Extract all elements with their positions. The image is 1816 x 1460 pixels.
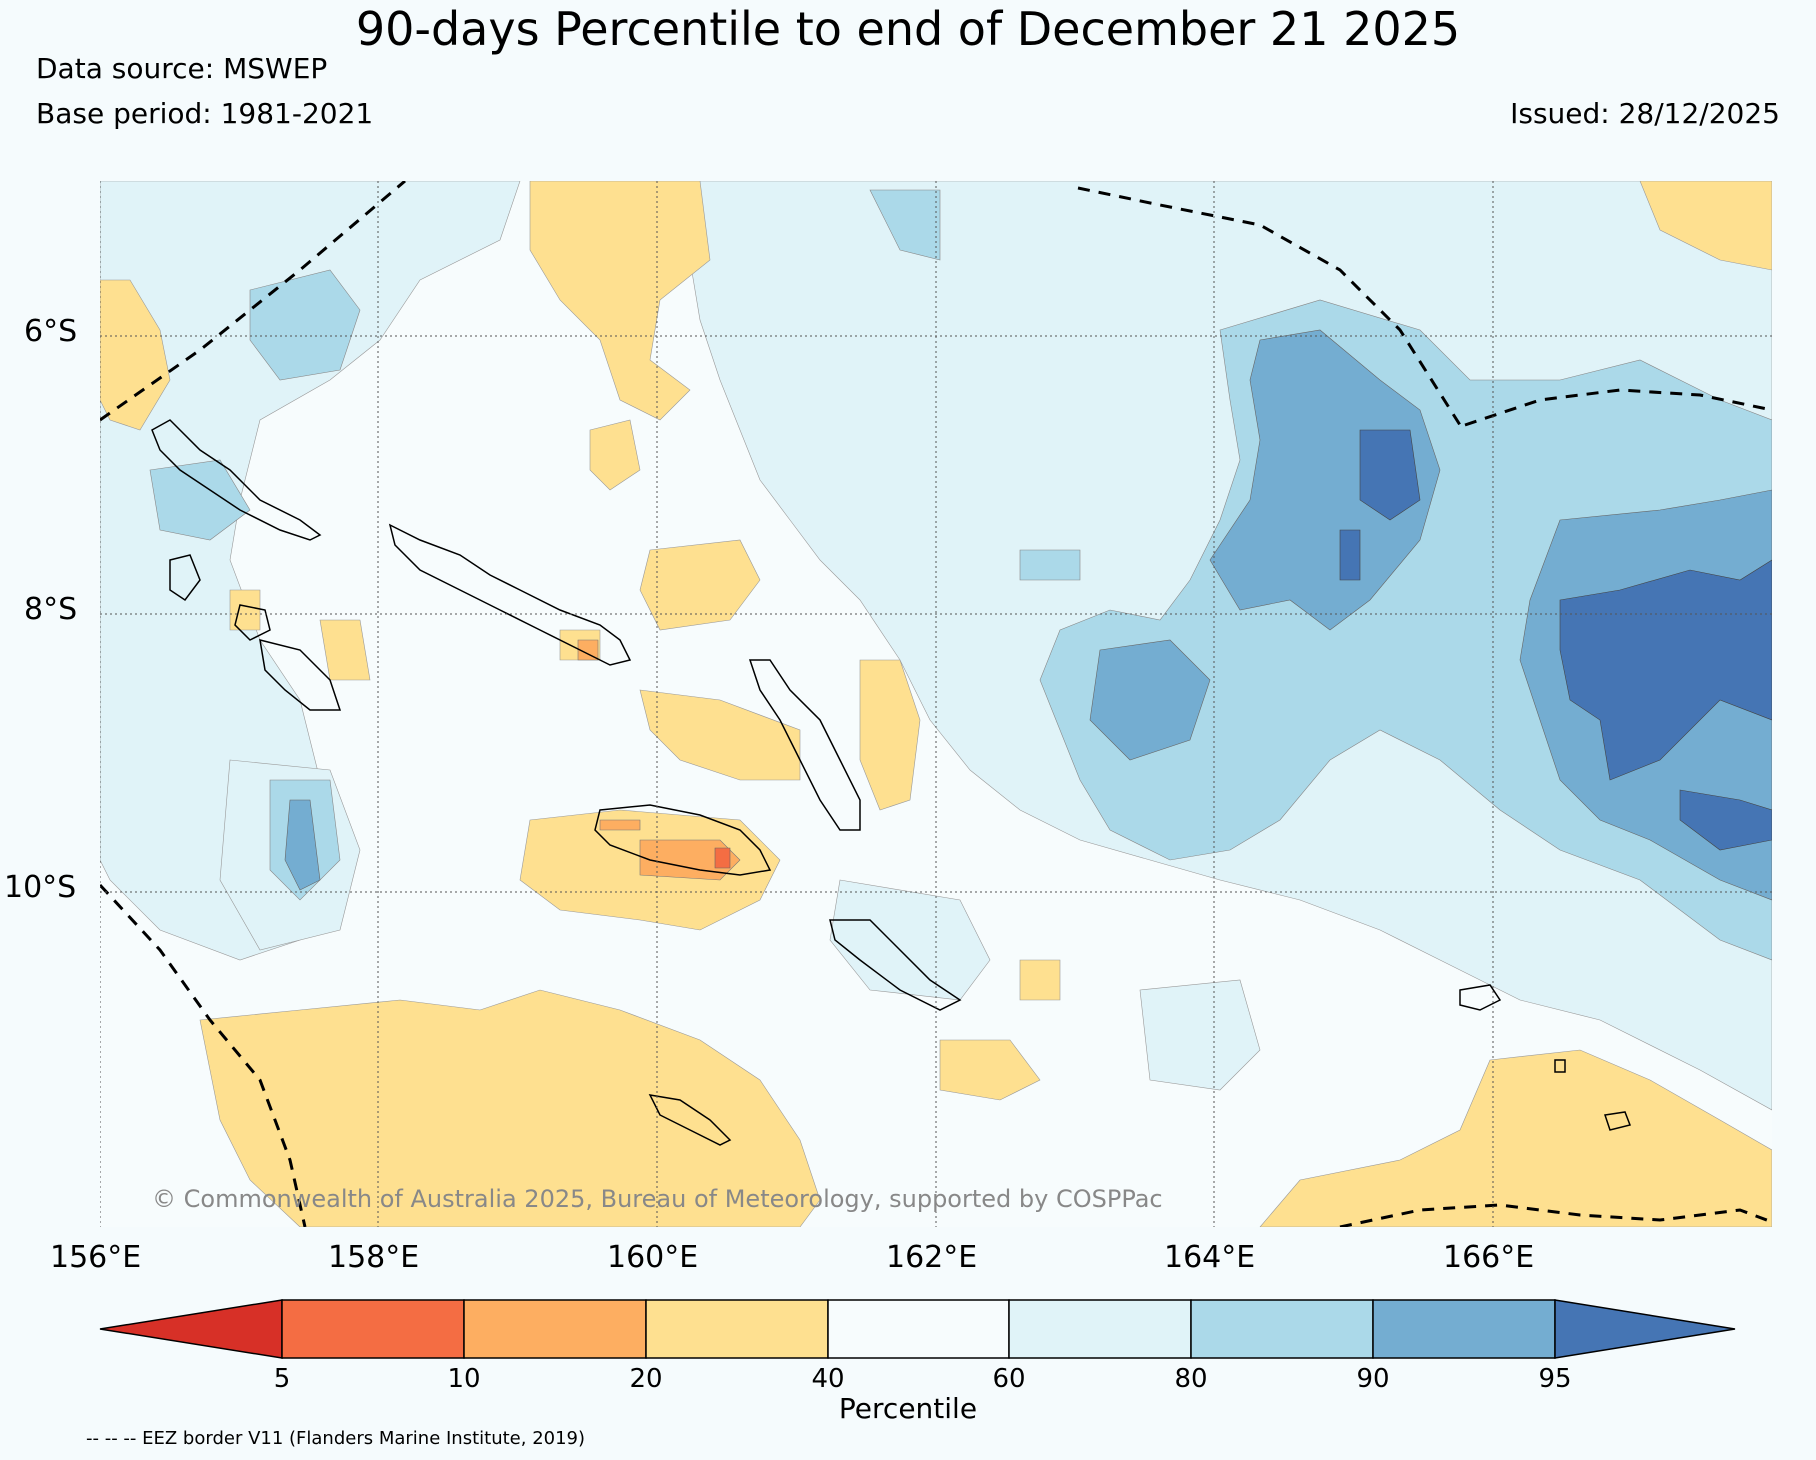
coastlines (151, 419, 1632, 1146)
colorbar-10-20 (463, 1299, 647, 1359)
colorbar-tick-20: 20 (629, 1364, 663, 1394)
colorbar-tick-40: 40 (811, 1364, 845, 1394)
colorbar-tick-90: 90 (1356, 1364, 1390, 1394)
colorbar-tick-95: 95 (1538, 1364, 1572, 1394)
lat-label-8s: 8°S (24, 592, 78, 627)
colorbar-tick-80: 80 (1174, 1364, 1208, 1394)
lon-label-166e: 166°E (1443, 1240, 1535, 1275)
map-title: 90-days Percentile to end of December 21… (355, 2, 1461, 56)
copyright-notice: © Commonwealth of Australia 2025, Bureau… (152, 1185, 1163, 1213)
eez-legend-note: -- -- -- EEZ border V11 (Flanders Marine… (86, 1428, 586, 1449)
colorbar-90-95 (1372, 1299, 1556, 1359)
map-area (100, 181, 1772, 1227)
lon-label-162e: 162°E (886, 1240, 978, 1275)
issued-date-label: Issued: 28/12/2025 (1510, 97, 1780, 130)
colorbar-label: Percentile (838, 1392, 978, 1425)
lon-label-164e: 164°E (1164, 1240, 1256, 1275)
colorbar-above-95 (1554, 1299, 1736, 1359)
colorbar-tick-5: 5 (273, 1364, 291, 1394)
data-source-label: Data source: MSWEP (36, 52, 328, 85)
band-20-40 (100, 181, 1772, 1227)
lat-label-6s: 6°S (24, 314, 78, 349)
lon-label-156e: 156°E (50, 1240, 142, 1275)
colorbar-20-40 (645, 1299, 829, 1359)
eez-borders (100, 181, 1772, 1227)
colorbar-below-5 (99, 1299, 283, 1359)
lat-label-10s: 10°S (4, 870, 77, 905)
gridlines (100, 181, 1772, 1227)
lon-label-158e: 158°E (328, 1240, 420, 1275)
band-5-10 (714, 847, 731, 869)
band-above-95 (1339, 429, 1772, 851)
colorbar-tick-10: 10 (447, 1364, 481, 1394)
colorbar-40-60 (827, 1299, 1010, 1359)
lon-label-160e: 160°E (607, 1240, 699, 1275)
colorbar-tick-60: 60 (992, 1364, 1026, 1394)
base-period-label: Base period: 1981-2021 (36, 97, 374, 130)
colorbar-5-10 (281, 1299, 465, 1359)
colorbar-80-90 (1190, 1299, 1374, 1359)
colorbar (99, 1299, 1736, 1359)
colorbar-60-80 (1008, 1299, 1192, 1359)
